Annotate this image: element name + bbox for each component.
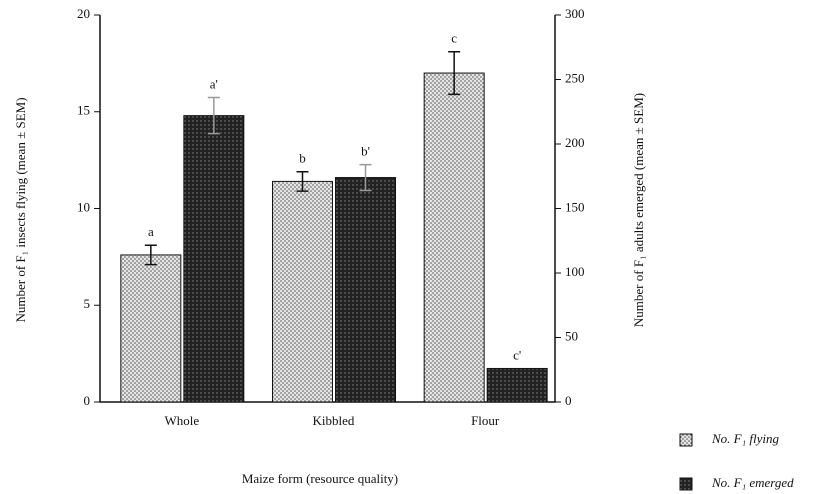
significance-label: c': [513, 347, 521, 362]
significance-label: b: [299, 151, 306, 166]
legend-label: No. F₁ flying: [711, 431, 779, 446]
significance-label: a: [148, 224, 154, 239]
significance-label: c: [451, 31, 457, 46]
x-tick-label: Flour: [471, 413, 500, 428]
bar: [486, 367, 548, 403]
y2-tick-label: 250: [565, 70, 585, 85]
bar: [335, 177, 396, 403]
legend-swatch: [679, 433, 693, 447]
bar: [120, 254, 182, 403]
bar: [183, 115, 245, 403]
error-bar: [448, 51, 461, 96]
y-tick-label: 20: [77, 6, 90, 21]
x-axis-label: Maize form (resource quality): [242, 471, 398, 486]
y2-tick-label: 0: [565, 393, 572, 408]
y2-tick-label: 50: [565, 328, 578, 343]
y2-axis-label: Number of F₁ adults emerged (mean ± SEM): [631, 93, 646, 327]
legend-label: No. F₁ emerged: [711, 475, 794, 490]
bar: [272, 180, 333, 403]
bar: [423, 72, 485, 403]
y-tick-label: 0: [84, 393, 91, 408]
error-bar: [296, 170, 309, 192]
x-tick-label: Kibbled: [313, 413, 355, 428]
y-tick-label: 5: [84, 296, 91, 311]
x-tick-label: Whole: [165, 413, 200, 428]
legend-swatch: [679, 477, 693, 491]
y-tick-label: 10: [77, 199, 90, 214]
significance-label: b': [361, 144, 370, 159]
y2-tick-label: 300: [565, 6, 585, 21]
significance-label: a': [210, 77, 218, 92]
y2-tick-label: 200: [565, 135, 585, 150]
y-tick-label: 15: [77, 103, 90, 118]
error-bar: [144, 244, 157, 266]
y2-tick-label: 100: [565, 264, 585, 279]
error-bar: [359, 163, 372, 192]
y2-tick-label: 150: [565, 199, 585, 214]
error-bar: [207, 96, 220, 135]
y-axis-label: Number of F₁ insects flying (mean ± SEM): [13, 97, 28, 322]
